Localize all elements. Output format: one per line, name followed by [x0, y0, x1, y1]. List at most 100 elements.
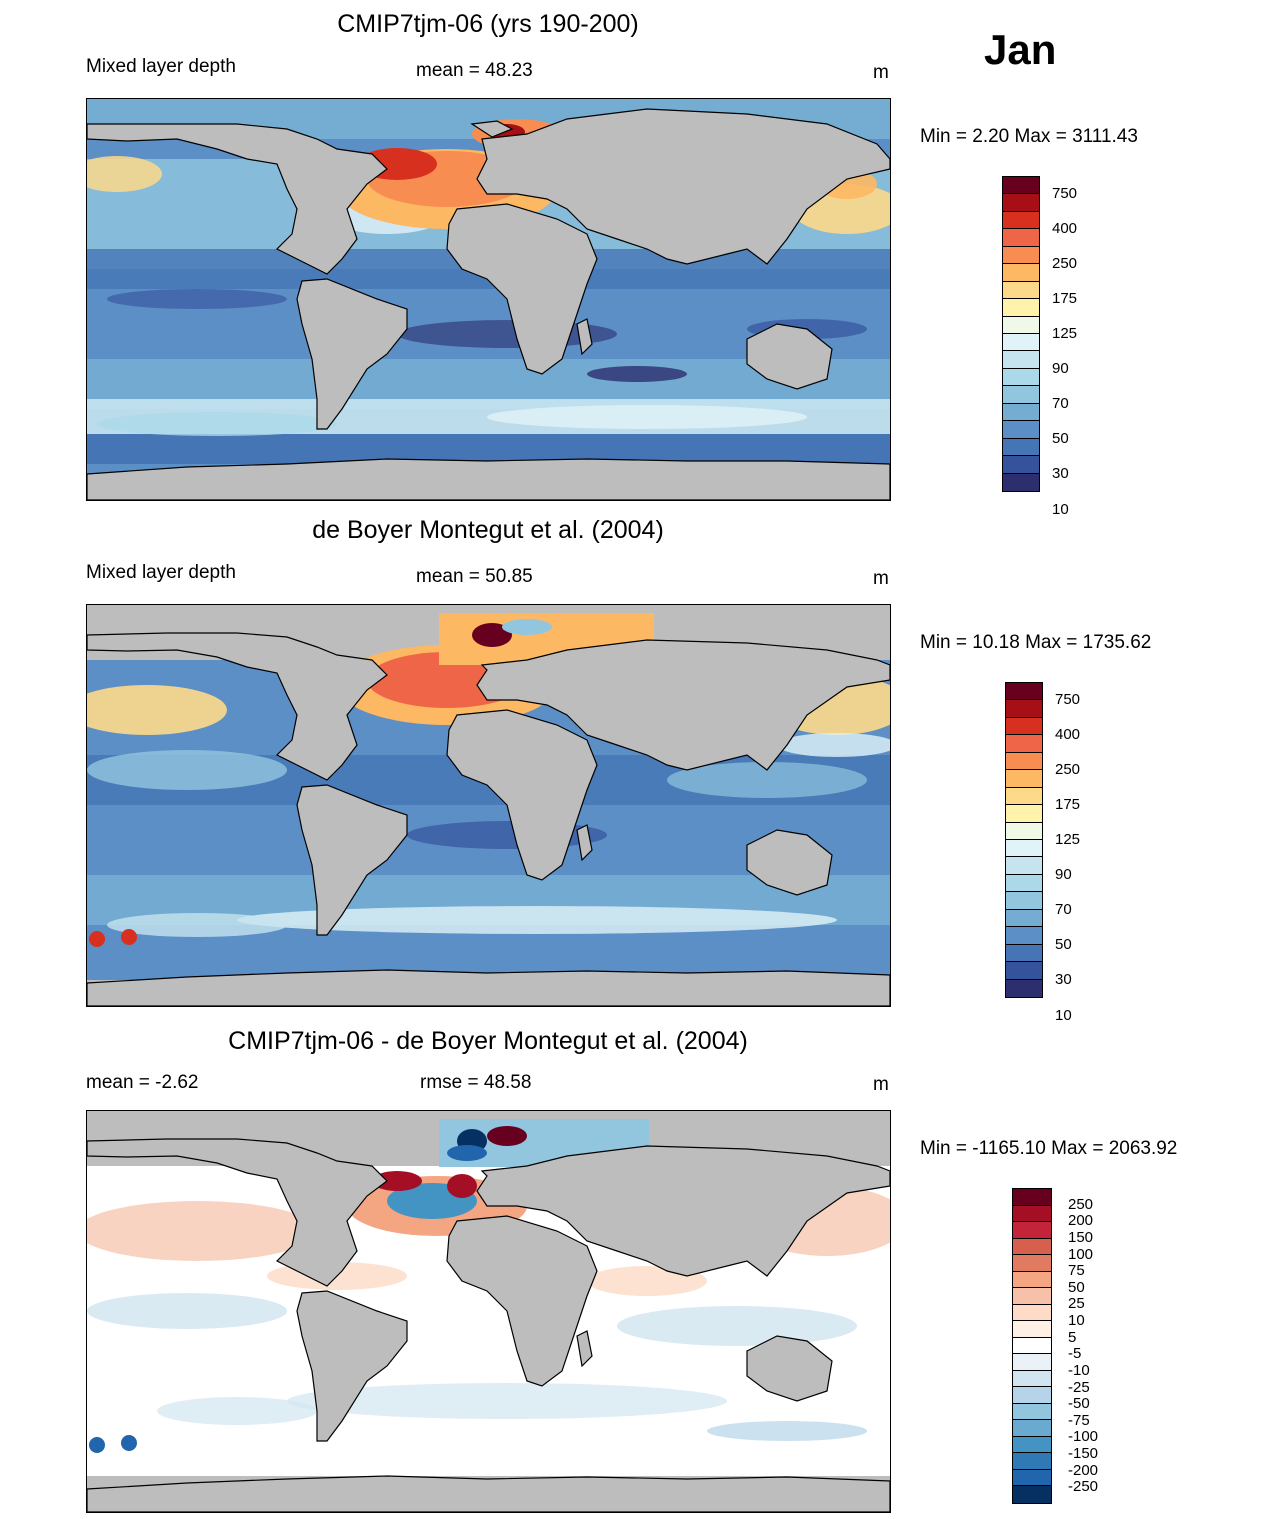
colorbar-swatch: [1003, 299, 1039, 317]
panel-units-model: m: [873, 62, 889, 83]
panel-mean-label-diff: mean = -2.62: [86, 1072, 199, 1093]
colorbar-tick-label: -150: [1068, 1445, 1099, 1463]
colorbar-swatch: [1006, 700, 1042, 718]
colorbar-tick-label: 50: [1052, 430, 1069, 448]
colorbar-swatch: [1013, 1255, 1051, 1272]
panel-units-obs: m: [873, 568, 889, 589]
colorbar-swatch: [1013, 1337, 1051, 1355]
colorbar-tick-label: 90: [1052, 360, 1069, 378]
colorbar-swatch: [1013, 1222, 1051, 1239]
map-graphic-obs: [87, 605, 890, 1006]
colorbar-swatch: [1013, 1387, 1051, 1404]
panel-rmse-label-diff: rmse = 48.58: [420, 1072, 532, 1093]
colorbar-swatch: [1003, 264, 1039, 282]
colorbar-tick-label: 250: [1055, 760, 1081, 778]
colorbar-swatches-diff: [1012, 1188, 1052, 1504]
colorbar-swatch: [1013, 1321, 1051, 1338]
colorbar-swatch: [1006, 787, 1042, 806]
map-graphic-diff: [87, 1111, 890, 1512]
colorbar-tick-label: 250: [1052, 254, 1078, 272]
colorbar-swatches-model: [1002, 176, 1040, 492]
colorbar-swatch: [1013, 1238, 1051, 1256]
colorbar-tick-label: 50: [1068, 1278, 1085, 1296]
panel-left-label-obs: Mixed layer depth: [86, 562, 236, 583]
colorbar-tick-label: 175: [1055, 795, 1081, 813]
colorbar-swatch: [1003, 316, 1039, 334]
colorbar-tick-label: 10: [1055, 1006, 1072, 1024]
colorbar-tick-label: 750: [1052, 184, 1078, 202]
colorbar-swatch: [1013, 1304, 1051, 1322]
colorbar-tick-label: 10: [1068, 1312, 1085, 1330]
colorbar-swatch: [1006, 927, 1042, 945]
colorbar-swatch: [1006, 752, 1042, 771]
colorbar-tick-label: -5: [1068, 1345, 1082, 1363]
colorbar-swatches-obs: [1005, 682, 1043, 998]
colorbar-tick-label: 30: [1052, 465, 1069, 483]
colorbar-swatch: [1003, 177, 1039, 195]
colorbar-swatch: [1013, 1189, 1051, 1206]
colorbar-tick-label: 30: [1055, 971, 1072, 989]
colorbar-swatch: [1003, 211, 1039, 230]
colorbar-swatch: [1003, 456, 1039, 474]
colorbar-swatch: [1006, 822, 1042, 840]
map-panel-obs: [86, 604, 891, 1007]
colorbar-tick-label: -250: [1068, 1478, 1099, 1496]
colorbar-swatch: [1013, 1403, 1051, 1421]
colorbar-swatch: [1006, 909, 1042, 928]
colorbar-swatch: [1003, 334, 1039, 352]
colorbar-swatch: [1013, 1436, 1051, 1454]
colorbar-tick-label: -10: [1068, 1361, 1090, 1379]
colorbar-tick-label: 125: [1052, 325, 1078, 342]
colorbar-swatch: [1006, 857, 1042, 875]
colorbar-tick-label: 10: [1052, 500, 1069, 518]
colorbar-swatch: [1003, 386, 1039, 404]
colorbar-swatch: [1006, 717, 1042, 736]
colorbar-diff: 250 200 150 100 75 50 25 10 5 -5 -10 -25 -50 -75 -100-…: [1012, 1188, 1098, 1504]
colorbar-swatch: [1013, 1453, 1051, 1470]
colorbar-tick-label: 750: [1055, 690, 1081, 708]
colorbar-tick-label: 100: [1068, 1245, 1094, 1263]
colorbar-tick-label: 250: [1068, 1195, 1094, 1213]
colorbar-tick-label: 50: [1055, 936, 1072, 954]
colorbar-swatch: [1003, 473, 1039, 491]
colorbar-swatch: [1006, 874, 1042, 893]
colorbar-tick-label: 70: [1052, 395, 1069, 413]
colorbar-swatch: [1006, 805, 1042, 823]
colorbar-swatch: [1003, 438, 1039, 457]
colorbar-swatch: [1013, 1370, 1051, 1388]
colorbar-swatch: [1013, 1205, 1051, 1223]
colorbar-swatch: [1013, 1486, 1051, 1503]
colorbar-swatch: [1006, 770, 1042, 788]
colorbar-tick-label: 90: [1055, 866, 1072, 884]
colorbar-swatch: [1003, 351, 1039, 369]
colorbar-tick-label: 125: [1055, 831, 1081, 848]
map-panel-diff: [86, 1110, 891, 1513]
colorbar-swatch: [1006, 892, 1042, 910]
colorbar-swatch: [1013, 1271, 1051, 1289]
colorbar-swatch: [1003, 421, 1039, 439]
colorbar-tick-label: 5: [1068, 1328, 1077, 1346]
colorbar-tick-label: 200: [1068, 1212, 1094, 1230]
colorbar-swatch: [1006, 683, 1042, 701]
colorbar-swatch: [1013, 1469, 1051, 1487]
panel-left-label-model: Mixed layer depth: [86, 56, 236, 77]
colorbar-tick-label: 75: [1068, 1262, 1085, 1280]
colorbar-swatch: [1003, 281, 1039, 300]
panel-title-model: CMIP7tjm-06 (yrs 190-200): [337, 10, 639, 38]
colorbar-tick-label: 25: [1068, 1295, 1085, 1313]
colorbar-tick-label: -75: [1068, 1411, 1090, 1429]
panel-mean-label-obs: mean = 50.85: [416, 566, 533, 587]
colorbar-tick-label: 400: [1055, 725, 1081, 743]
panel-minmax-obs: Min = 10.18 Max = 1735.62: [920, 632, 1152, 653]
colorbar-tick-label: -50: [1068, 1395, 1090, 1413]
map-graphic-model: [87, 99, 890, 500]
colorbar-swatch: [1013, 1420, 1051, 1437]
panel-title-diff: CMIP7tjm-06 - de Boyer Montegut et al. (…: [228, 1027, 748, 1055]
colorbar-tick-label: 400: [1052, 219, 1078, 237]
panel-minmax-diff: Min = -1165.10 Max = 2063.92: [920, 1138, 1178, 1159]
panel-units-diff: m: [873, 1074, 889, 1095]
colorbar-swatch: [1006, 944, 1042, 963]
colorbar-swatch: [1003, 368, 1039, 387]
colorbar-tick-label: 150: [1068, 1228, 1094, 1246]
colorbar-swatch: [1006, 979, 1042, 997]
